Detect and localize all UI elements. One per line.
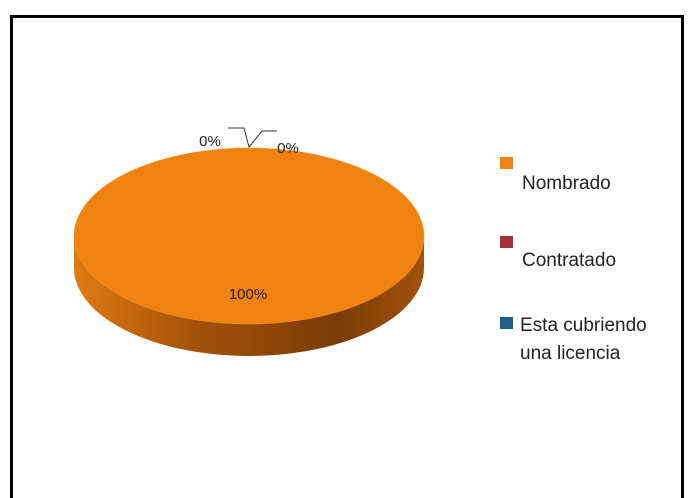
leader-line xyxy=(228,127,277,149)
data-label: 0% xyxy=(199,133,221,150)
legend-label: Esta cubriendo una licencia xyxy=(520,315,647,364)
legend-label: Contratado xyxy=(522,250,617,271)
legend-swatch xyxy=(500,236,513,248)
legend-swatch xyxy=(500,157,513,169)
pie-slice xyxy=(73,147,425,325)
pie-side xyxy=(74,236,424,356)
data-label: 100% xyxy=(229,286,267,303)
legend-label: Nombrado xyxy=(522,173,611,194)
data-label: 0% xyxy=(277,140,299,157)
legend-swatch xyxy=(500,317,513,329)
chart-frame xyxy=(10,15,684,498)
